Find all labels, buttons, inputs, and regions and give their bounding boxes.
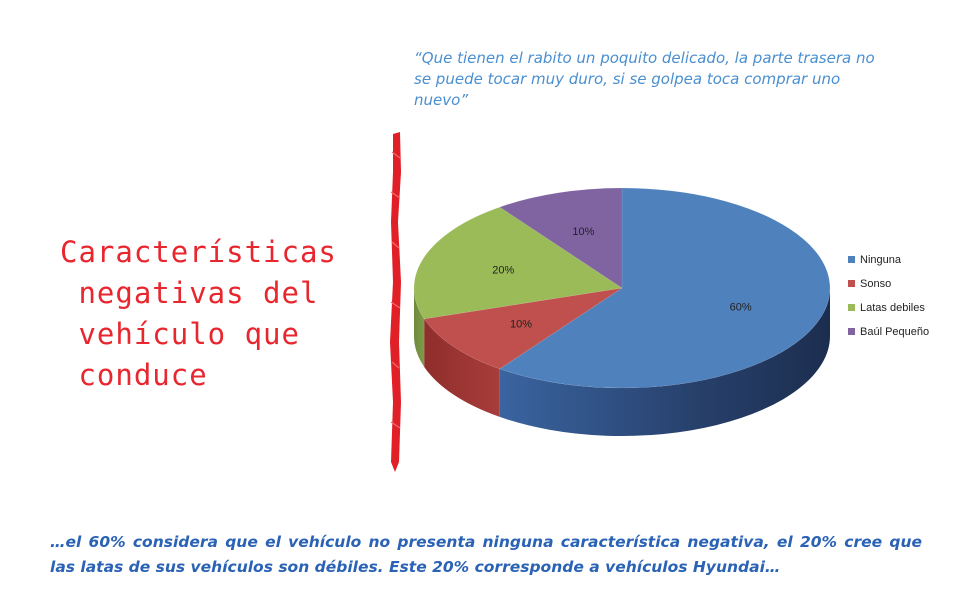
- legend-swatch-sonso: [848, 280, 855, 287]
- quote-text: “Que tienen el rabito un poquito delicad…: [414, 49, 875, 109]
- pie-side-latas-debiles: [414, 288, 425, 367]
- title-line-2: negativas del: [60, 276, 319, 310]
- pie-slice-ba-l-peque-o: [499, 187, 623, 289]
- pie-side-sonso: [424, 318, 500, 417]
- title-line-3: vehículo que: [60, 317, 300, 351]
- legend-label-ninguna: Ninguna: [860, 254, 902, 266]
- data-label-latas-debiles: 20%: [492, 264, 514, 276]
- pie-side-ninguna: [499, 288, 830, 436]
- title-line-1: Características: [60, 235, 337, 269]
- slide-title: Características negativas del vehículo q…: [60, 232, 370, 396]
- legend-label-sonso: Sonso: [860, 278, 891, 290]
- pie-slice-ninguna: [499, 187, 831, 389]
- legend-label-latas-debiles: Latas debiles: [860, 302, 925, 314]
- data-label-ninguna: 60%: [730, 302, 752, 314]
- title-line-4: conduce: [60, 358, 208, 392]
- pie-slice-latas-debiles: [413, 206, 623, 320]
- data-label-sonso: 10%: [510, 318, 532, 330]
- legend-swatch-latas-debiles: [848, 304, 855, 311]
- conclusion-text: …el 60% considera que el vehículo no pre…: [50, 533, 922, 576]
- data-label-ba-l-peque-o: 10%: [572, 226, 594, 238]
- red-divider-line: [390, 132, 401, 472]
- legend-swatch-ninguna: [848, 256, 855, 263]
- legend-swatch-ba-l-peque-o: [848, 328, 855, 335]
- pie-slice-sonso: [423, 287, 623, 370]
- legend-label-ba-l-peque-o: Baúl Pequeño: [860, 326, 929, 338]
